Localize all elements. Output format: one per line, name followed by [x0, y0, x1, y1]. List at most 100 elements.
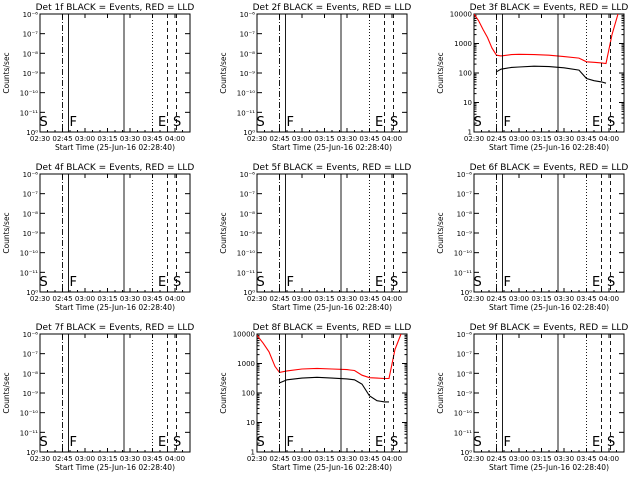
y-tick-label: 10 [246, 419, 255, 427]
panel-title: Det 6f BLACK = Events, RED = LLD [470, 163, 629, 173]
x-axis-label: Start Time (25-Jun-16 02:28:40) [272, 303, 392, 312]
y-tick-label: 10⁻⁸ [23, 50, 39, 58]
panel-title: Det 1f BLACK = Events, RED = LLD [36, 3, 195, 13]
y-tick-label: 10⁰ [460, 449, 472, 457]
marker-label-e: E [158, 435, 166, 450]
x-tick-label: 02:30 [30, 135, 50, 143]
x-tick-label: 04:00 [599, 295, 619, 303]
y-tick-label: 1 [468, 129, 472, 137]
marker-label-s: S [607, 115, 615, 130]
x-tick-label: 04:00 [165, 135, 185, 143]
panel-2: Det 2f BLACK = Events, RED = LLD 02:30 02:… [219, 3, 411, 152]
y-axis-label: Counts/sec [436, 212, 445, 253]
x-axis-label: Start Time (25-Jun-16 02:28:40) [55, 463, 175, 472]
y-tick-label: 10⁻¹¹ [454, 429, 472, 437]
y-tick-label: 10⁰ [26, 449, 38, 457]
x-tick-label: 04:00 [382, 455, 402, 463]
y-axis-label: Counts/sec [219, 372, 228, 413]
y-tick-label: 10⁻⁹ [23, 70, 39, 78]
marker-label-s: S [474, 435, 482, 450]
x-tick-label: 02:45 [486, 455, 506, 463]
y-tick-label: 10⁻⁹ [23, 390, 39, 398]
y-tick-label: 10⁻⁶ [457, 331, 473, 339]
marker-label-e: E [592, 275, 600, 290]
marker-label-s: S [257, 115, 265, 130]
y-tick-label: 10⁰ [460, 289, 472, 297]
marker-label-s: S [173, 435, 181, 450]
marker-label-s: S [40, 115, 48, 130]
x-tick-label: 02:30 [247, 455, 267, 463]
x-tick-label: 02:30 [464, 135, 484, 143]
marker-label-s: S [607, 275, 615, 290]
x-tick-label: 03:45 [576, 295, 596, 303]
y-tick-label: 10⁻¹⁰ [20, 410, 38, 418]
marker-label-e: E [592, 435, 600, 450]
y-tick-label: 10⁻⁷ [240, 191, 256, 199]
y-axis-label: Counts/sec [219, 52, 228, 93]
x-tick-label: 03:15 [531, 135, 551, 143]
y-tick-label: 1 [251, 449, 255, 457]
y-tick-label: 10⁻⁶ [23, 171, 39, 179]
marker-label-f: F [287, 275, 294, 290]
y-tick-label: 10⁻⁶ [457, 171, 473, 179]
x-tick-label: 02:45 [486, 135, 506, 143]
x-tick-label: 03:00 [509, 455, 529, 463]
y-tick-label: 10⁻¹¹ [237, 269, 255, 277]
y-tick-label: 10⁻¹⁰ [20, 250, 38, 258]
x-axis-label: Start Time (25-Jun-16 02:28:40) [489, 143, 609, 152]
x-tick-label: 04:00 [165, 295, 185, 303]
series-events-line [279, 376, 389, 403]
x-tick-label: 03:45 [142, 135, 162, 143]
y-tick-label: 10⁰ [26, 129, 38, 137]
marker-label-f: F [504, 275, 511, 290]
x-tick-label: 03:00 [509, 135, 529, 143]
x-tick-label: 03:00 [75, 295, 95, 303]
series-lld-line [257, 334, 402, 380]
x-tick-label: 03:45 [142, 295, 162, 303]
marker-label-e: E [158, 275, 166, 290]
x-tick-label: 02:45 [269, 135, 289, 143]
y-tick-label: 10⁰ [243, 289, 255, 297]
y-tick-label: 10⁻⁷ [23, 191, 39, 199]
x-axis-label: Start Time (25-Jun-16 02:28:40) [489, 303, 609, 312]
y-tick-label: 10⁻¹¹ [237, 109, 255, 117]
y-tick-label: 10⁻⁸ [240, 210, 256, 218]
y-tick-label: 10000 [233, 331, 255, 339]
marker-label-s: S [474, 275, 482, 290]
x-tick-label: 02:30 [247, 135, 267, 143]
x-tick-label: 04:00 [165, 455, 185, 463]
marker-label-e: E [592, 115, 600, 130]
x-tick-label: 03:15 [314, 135, 334, 143]
panel-title: Det 2f BLACK = Events, RED = LLD [253, 3, 412, 13]
x-tick-label: 03:30 [554, 135, 574, 143]
y-tick-label: 10⁻⁸ [457, 210, 473, 218]
y-tick-label: 10⁻¹⁰ [454, 250, 472, 258]
y-tick-label: 10⁻⁹ [457, 230, 473, 238]
x-axis-label: Start Time (25-Jun-16 02:28:40) [55, 303, 175, 312]
x-tick-label: 03:15 [531, 455, 551, 463]
y-tick-label: 10⁻⁸ [23, 370, 39, 378]
x-tick-label: 02:45 [52, 135, 72, 143]
y-tick-label: 10⁻⁸ [23, 210, 39, 218]
x-tick-label: 04:00 [599, 135, 619, 143]
panel-9: Det 9f BLACK = Events, RED = LLD 02:30 02:… [436, 323, 628, 472]
marker-label-f: F [504, 435, 511, 450]
x-tick-label: 02:45 [52, 455, 72, 463]
marker-label-f: F [287, 435, 294, 450]
x-tick-label: 03:45 [359, 135, 379, 143]
x-tick-label: 02:30 [464, 295, 484, 303]
marker-label-f: F [287, 115, 294, 130]
x-tick-label: 03:00 [292, 135, 312, 143]
x-tick-label: 03:45 [142, 455, 162, 463]
y-tick-label: 10⁻⁹ [23, 230, 39, 238]
y-tick-label: 10⁰ [243, 129, 255, 137]
x-tick-label: 03:15 [531, 295, 551, 303]
x-axis-label: Start Time (25-Jun-16 02:28:40) [55, 143, 175, 152]
y-axis-label: Counts/sec [2, 52, 11, 93]
y-tick-label: 10⁻⁹ [240, 230, 256, 238]
y-tick-label: 10⁻¹⁰ [454, 410, 472, 418]
marker-label-s: S [607, 435, 615, 450]
y-tick-label: 10⁻⁷ [240, 31, 256, 39]
x-tick-label: 02:30 [30, 295, 50, 303]
